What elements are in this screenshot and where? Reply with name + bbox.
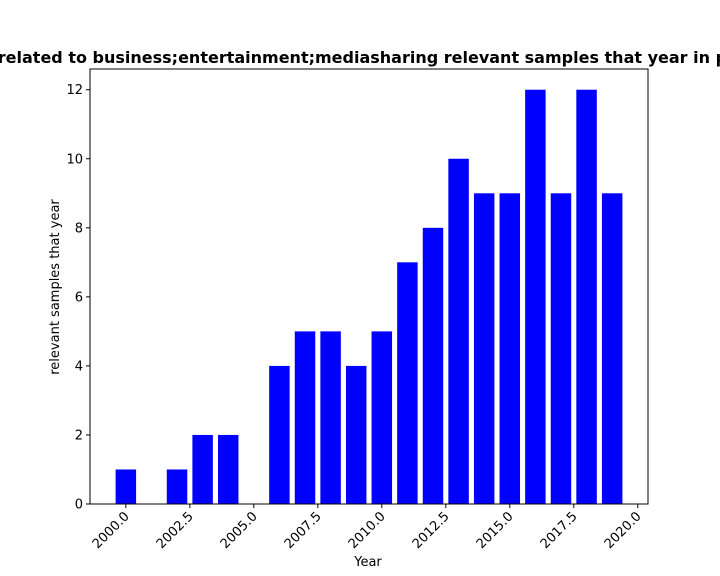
x-tick-label: 2015.0 <box>474 509 517 552</box>
y-tick-label: 2 <box>75 428 83 443</box>
y-axis-label: relevant samples that year <box>48 199 63 375</box>
y-tick-label: 6 <box>75 290 83 305</box>
bars-group <box>115 89 623 505</box>
x-tick-label: 2000.0 <box>90 509 133 552</box>
bar-2009 <box>345 365 367 504</box>
y-tick-label: 10 <box>66 152 83 167</box>
x-tick-label: 2017.5 <box>538 509 581 552</box>
bar-2011 <box>397 262 418 504</box>
x-tick-label: 2020.0 <box>602 509 645 552</box>
bar-2019 <box>601 193 623 505</box>
y-tick-label: 4 <box>75 359 83 374</box>
bar-2012 <box>422 227 444 504</box>
bar-2016 <box>525 89 546 505</box>
bar-2014 <box>473 193 495 505</box>
x-tick-label: 2002.5 <box>154 509 197 552</box>
bar-2004 <box>217 434 239 504</box>
bar-2000 <box>115 469 137 504</box>
y-tick-label: 8 <box>75 221 83 236</box>
x-tick-label: 2005.0 <box>218 509 261 552</box>
bar-2017 <box>550 193 572 505</box>
y-tick-label: 0 <box>75 498 83 513</box>
y-tick-label: 12 <box>66 83 83 98</box>
plot-frame <box>89 68 649 505</box>
bar-2010 <box>371 331 393 504</box>
x-tick-label: 2007.5 <box>282 509 325 552</box>
bar-2013 <box>448 158 469 504</box>
bar-2015 <box>499 193 521 505</box>
x-tick-label: 2012.5 <box>410 509 453 552</box>
bar-2007 <box>294 331 316 504</box>
bar-2002 <box>166 469 188 504</box>
bar-2003 <box>192 434 213 504</box>
x-axis-label: Year <box>353 555 382 570</box>
bar-2018 <box>576 89 597 505</box>
bar-2006 <box>269 365 290 504</box>
x-tick-label: 2010.0 <box>346 509 389 552</box>
bar-2008 <box>320 331 341 504</box>
chart-title: of related to business;entertainment;med… <box>0 48 720 67</box>
